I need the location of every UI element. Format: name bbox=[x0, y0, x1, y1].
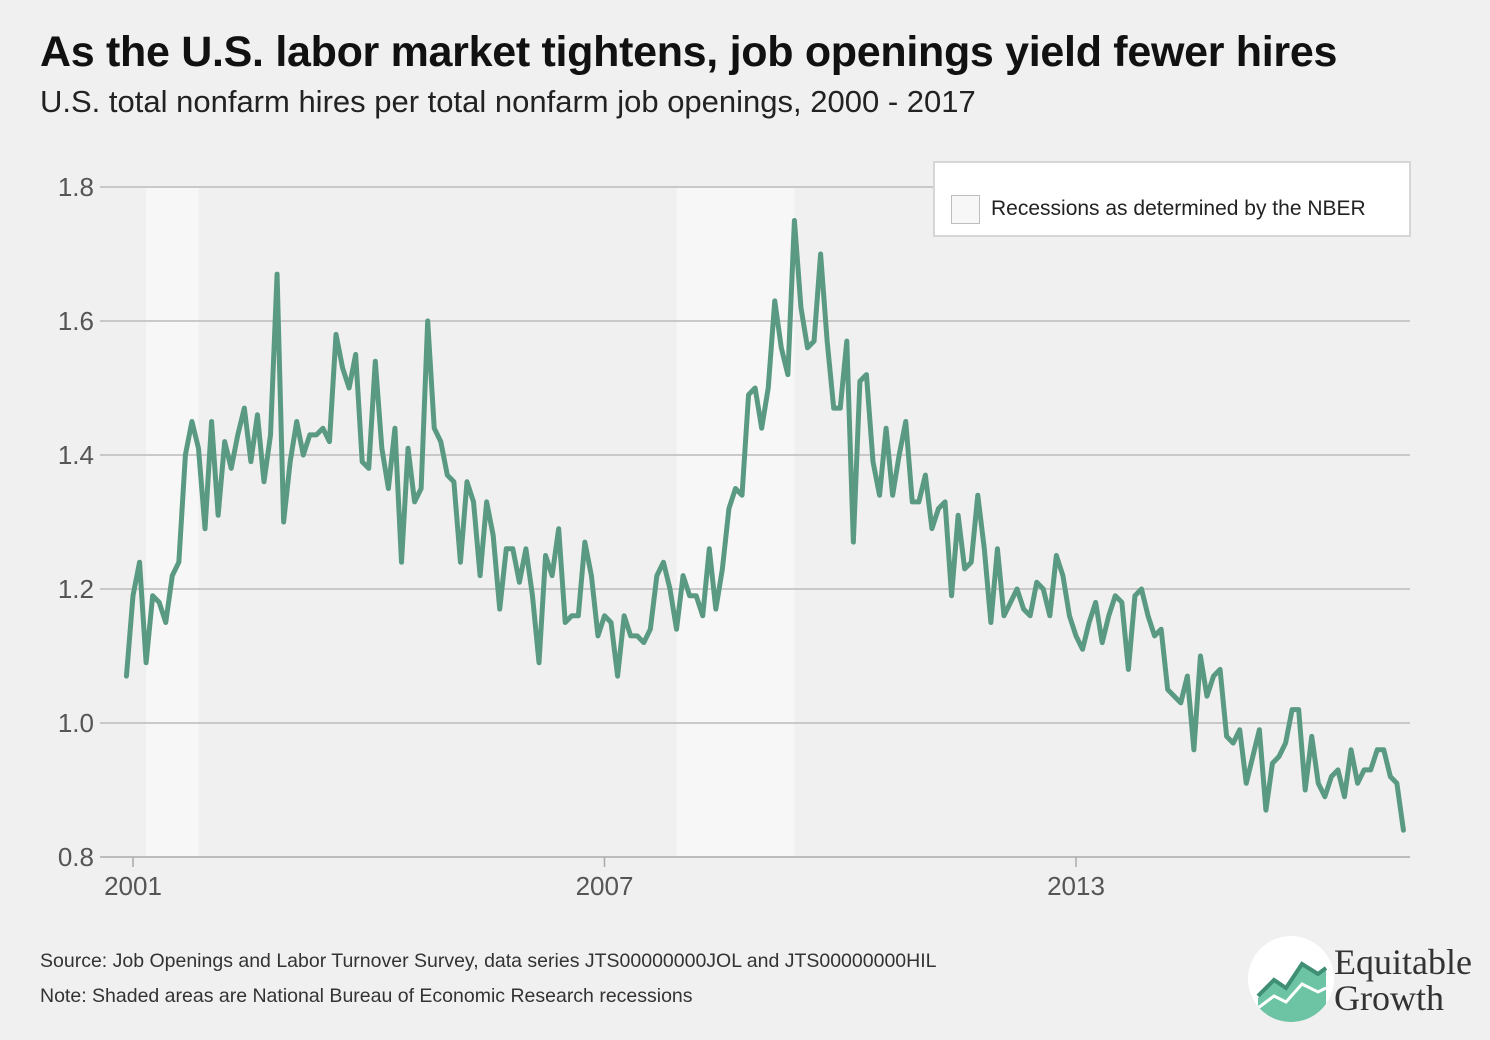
x-axis-ticks: 2001 2007 2013 bbox=[104, 857, 1105, 901]
logo-text-line1: Equitable bbox=[1334, 942, 1472, 982]
recession-band-1 bbox=[146, 187, 199, 857]
recession-bands bbox=[146, 187, 795, 857]
y-tick-label: 1.4 bbox=[58, 440, 94, 470]
recession-swatch bbox=[951, 195, 980, 224]
y-tick-label: 1.6 bbox=[58, 306, 94, 336]
recession-band-2 bbox=[676, 187, 795, 857]
series-layer bbox=[123, 218, 1406, 833]
legend: Recessions as determined by the NBER bbox=[933, 161, 1411, 237]
x-tick-label: 2007 bbox=[576, 871, 634, 901]
logo-text-line2: Growth bbox=[1334, 978, 1444, 1018]
y-tick-label: 0.8 bbox=[58, 842, 94, 872]
chart-title: As the U.S. labor market tightens, job o… bbox=[40, 28, 1338, 76]
series-line-1 bbox=[123, 218, 1406, 833]
equitable-growth-logo: Equitable Growth bbox=[1248, 936, 1484, 1022]
logo-icon bbox=[1248, 936, 1334, 1022]
y-axis-ticks: 0.8 1.0 1.2 1.4 1.6 1.8 bbox=[58, 172, 94, 872]
y-tick-label: 1.2 bbox=[58, 574, 94, 604]
legend-label: Recessions as determined by the NBER bbox=[991, 197, 1366, 220]
x-tick-label: 2001 bbox=[104, 871, 162, 901]
note-text: Note: Shaded areas are National Bureau o… bbox=[40, 985, 693, 1007]
x-tick-label: 2013 bbox=[1047, 871, 1105, 901]
y-tick-label: 1.0 bbox=[58, 708, 94, 738]
y-tick-label: 1.8 bbox=[58, 172, 94, 202]
source-note: Source: Job Openings and Labor Turnover … bbox=[40, 950, 937, 972]
chart-subtitle: U.S. total nonfarm hires per total nonfa… bbox=[40, 84, 976, 119]
